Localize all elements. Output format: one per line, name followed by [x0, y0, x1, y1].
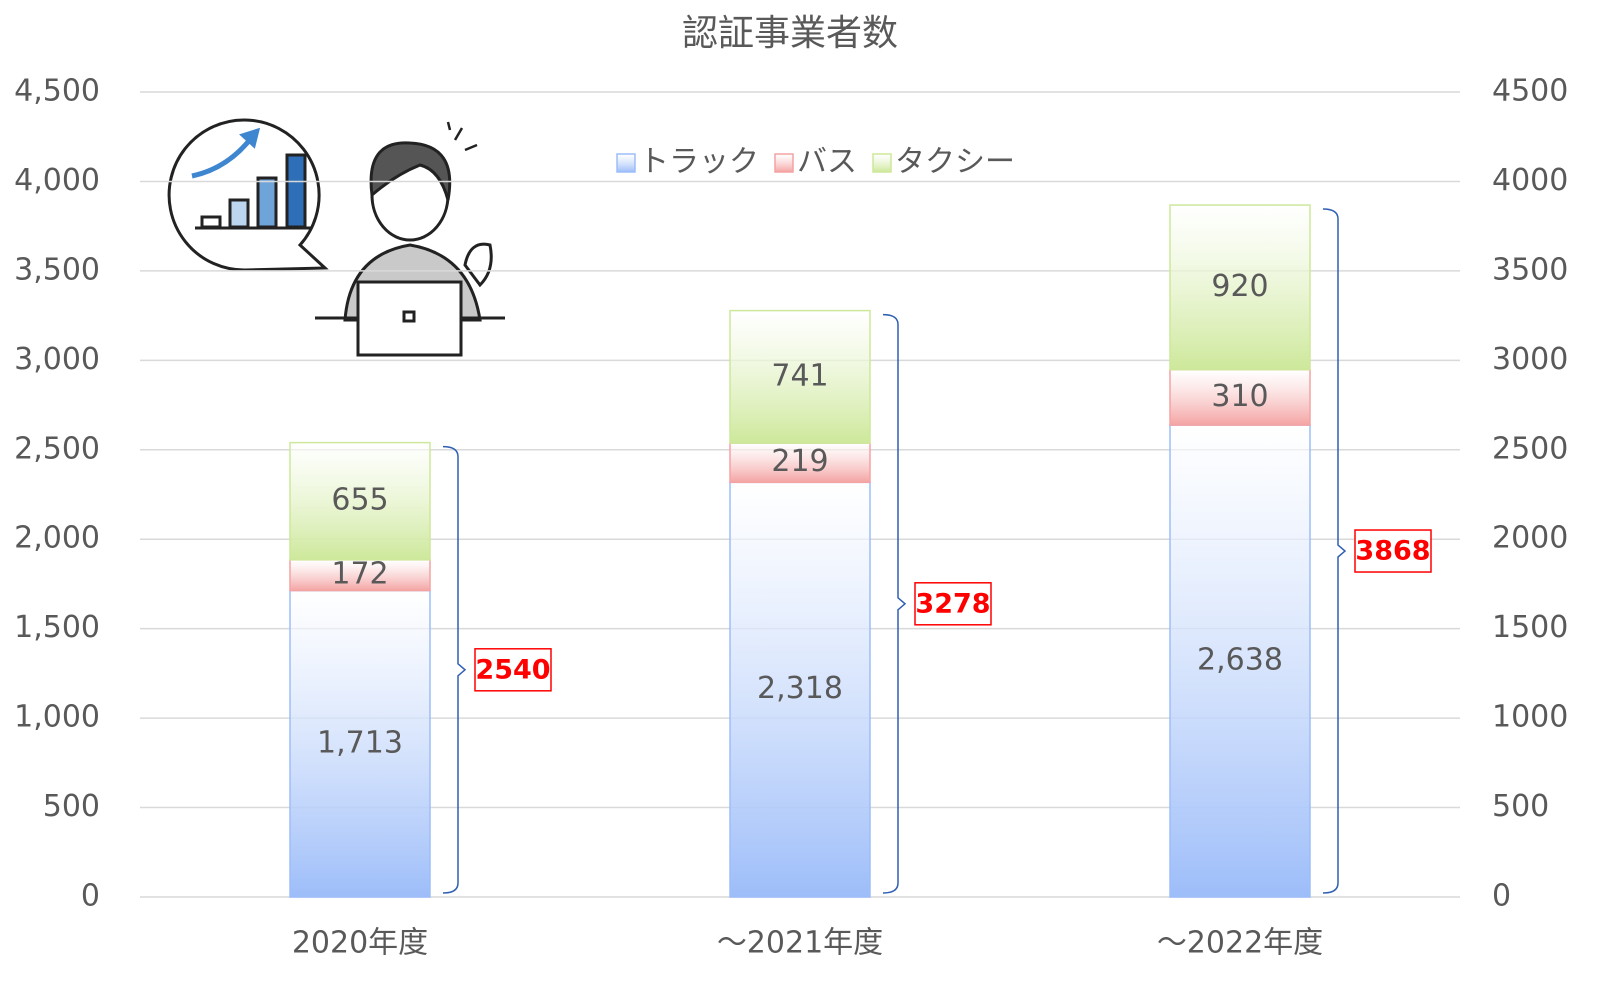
y-tick-label: 500 — [43, 789, 100, 824]
y2-tick-label: 1500 — [1492, 610, 1568, 645]
y-tick-label: 4,000 — [14, 163, 100, 198]
legend-label: タクシー — [895, 145, 1015, 180]
data-label: 655 — [331, 483, 388, 518]
data-label: 2,318 — [757, 671, 843, 706]
y2-tick-label: 4000 — [1492, 163, 1568, 198]
legend-swatch — [775, 154, 793, 172]
y-tick-label: 4,500 — [14, 74, 100, 109]
total-bracket — [1323, 209, 1345, 893]
legend-label: トラック — [639, 145, 759, 180]
x-tick-label: ～2022年度 — [1157, 926, 1323, 961]
y-tick-label: 3,000 — [14, 342, 100, 377]
legend-swatch — [617, 154, 635, 172]
chart-title: 認証事業者数 — [682, 13, 898, 54]
data-label: 172 — [331, 557, 388, 592]
y-tick-label: 2,500 — [14, 431, 100, 466]
y-tick-label: 2,000 — [14, 521, 100, 556]
y2-tick-label: 1000 — [1492, 700, 1568, 735]
y-tick-label: 1,000 — [14, 700, 100, 735]
total-bracket — [883, 315, 905, 893]
data-label: 741 — [771, 358, 828, 393]
y-tick-label: 1,500 — [14, 610, 100, 645]
y2-tick-label: 4500 — [1492, 74, 1568, 109]
total-label: 3868 — [1355, 536, 1430, 567]
legend-swatch — [873, 154, 891, 172]
chart: 認証事業者数 0 500 1,000 1,500 2,000 2,500 3,000 3,50… — [0, 0, 1617, 992]
y2-tick-label: 3500 — [1492, 252, 1568, 287]
illustration — [169, 120, 505, 355]
total-label: 3278 — [915, 588, 990, 619]
data-label: 920 — [1211, 269, 1268, 304]
total-bracket — [443, 447, 465, 893]
y2-tick-label: 500 — [1492, 789, 1549, 824]
total-label: 2540 — [475, 654, 550, 685]
data-label: 2,638 — [1197, 643, 1283, 678]
y-tick-label: 0 — [81, 879, 100, 914]
y-tick-label: 3,500 — [14, 252, 100, 287]
x-tick-label: 2020年度 — [292, 926, 428, 961]
y2-tick-label: 3000 — [1492, 342, 1568, 377]
y2-tick-label: 2000 — [1492, 521, 1568, 556]
legend-label: バス — [797, 145, 857, 180]
data-label: 310 — [1211, 379, 1268, 414]
data-label: 219 — [771, 444, 828, 479]
x-tick-label: ～2021年度 — [717, 926, 883, 961]
y2-tick-label: 0 — [1492, 879, 1511, 914]
y2-tick-label: 2500 — [1492, 431, 1568, 466]
data-label: 1,713 — [317, 725, 403, 760]
